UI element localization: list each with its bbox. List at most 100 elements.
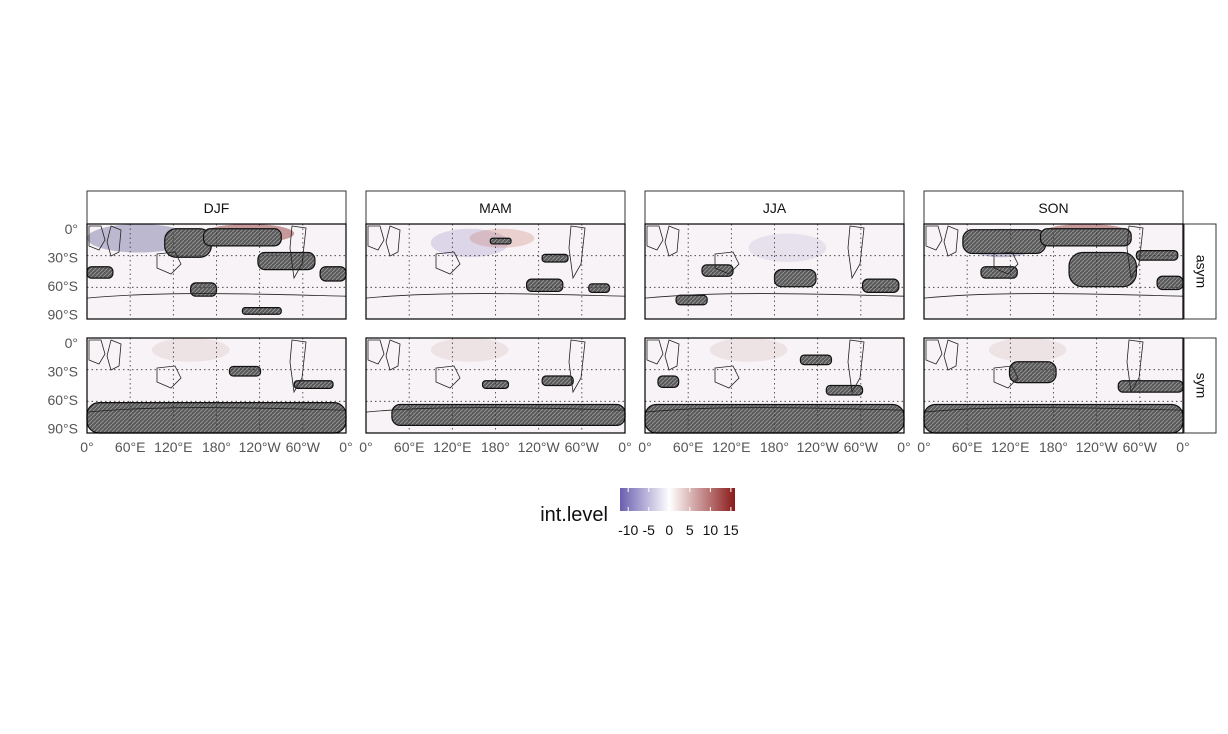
antarctic-coastline — [365, 407, 626, 413]
x-tick-label: 60°E — [394, 439, 425, 455]
coastline — [106, 339, 122, 371]
coastline — [646, 339, 664, 365]
coastline — [568, 339, 586, 394]
coastline — [847, 339, 865, 394]
significance-region — [489, 237, 512, 245]
x-tick-label: 180° — [760, 439, 789, 455]
y-tick-label: 0° — [65, 335, 78, 351]
coastline — [993, 251, 1019, 275]
x-tick-label: 180° — [481, 439, 510, 455]
coastline — [385, 339, 401, 371]
facet-strip-sym — [1183, 337, 1217, 434]
significance-region — [481, 380, 510, 389]
significance-region — [1117, 380, 1184, 393]
significance-region — [773, 269, 817, 288]
x-tick-label: 0° — [80, 439, 93, 455]
significance-region — [190, 282, 218, 297]
coastline — [847, 225, 865, 280]
anomaly-shading — [430, 338, 509, 362]
facet-label: sym — [1193, 373, 1209, 399]
antarctic-coastline — [86, 293, 347, 299]
x-tick-label: 60°W — [286, 439, 321, 455]
coastline — [289, 339, 307, 394]
anomaly-shading — [748, 233, 827, 262]
antarctic-coastline — [644, 293, 905, 299]
significance-region — [1068, 251, 1137, 288]
coastline — [385, 225, 401, 257]
x-tick-label: 0° — [897, 439, 910, 455]
x-tick-label: 120°W — [797, 439, 840, 455]
facet-label: DJF — [204, 200, 230, 216]
map-panel-son-asym — [923, 223, 1184, 320]
map-panel-mam-sym — [365, 337, 626, 434]
antarctic-coastline — [644, 407, 905, 413]
coastline — [714, 365, 740, 389]
map-panel-djf-asym — [86, 223, 347, 320]
significance-region — [1156, 275, 1184, 291]
significance-region — [825, 384, 864, 396]
significance-region — [86, 266, 114, 279]
y-tick-label: 60°S — [47, 392, 78, 408]
coastline — [943, 225, 959, 257]
panel-border — [644, 337, 905, 434]
coastline — [664, 225, 680, 257]
coastline — [289, 225, 307, 280]
x-tick-label: 0° — [917, 439, 930, 455]
coastline — [646, 225, 664, 251]
significance-region — [241, 307, 282, 315]
x-tick-label: 120°W — [239, 439, 282, 455]
significance-region — [701, 264, 734, 277]
coastline — [88, 225, 106, 251]
map-panel-djf-sym — [86, 337, 347, 434]
significance-region — [257, 251, 316, 271]
significance-region — [799, 354, 833, 366]
facet-strip-asym — [1183, 223, 1217, 320]
significance-region — [293, 380, 334, 389]
coastline — [156, 365, 182, 389]
anomaly-shading — [430, 228, 509, 258]
legend-title: int.level — [540, 504, 608, 526]
x-tick-label: 0° — [339, 439, 352, 455]
x-tick-label: 120°E — [154, 439, 192, 455]
antarctic-coastline — [365, 293, 626, 299]
coastline — [943, 339, 959, 371]
facet-strip-djf — [86, 190, 347, 225]
x-tick-label: 60°W — [565, 439, 600, 455]
significance-region — [202, 228, 282, 247]
x-tick-label: 60°E — [952, 439, 983, 455]
x-tick-label: 120°E — [433, 439, 471, 455]
x-tick-label: 0° — [1176, 439, 1189, 455]
antarctic-coastline — [923, 293, 1184, 299]
x-tick-label: 180° — [1039, 439, 1068, 455]
legend-colorbar — [620, 488, 735, 511]
facet-label: JJA — [763, 200, 787, 216]
x-tick-label: 60°E — [673, 439, 704, 455]
significance-region — [525, 278, 564, 293]
x-tick-label: 0° — [618, 439, 631, 455]
significance-region — [675, 294, 708, 306]
x-tick-label: 0° — [638, 439, 651, 455]
y-tick-label: 90°S — [47, 307, 78, 323]
x-tick-label: 180° — [202, 439, 231, 455]
anomaly-shading — [709, 338, 788, 362]
legend-tick-label: 10 — [703, 522, 719, 538]
y-tick-label: 90°S — [47, 421, 78, 437]
coastline — [88, 339, 106, 365]
coastline — [925, 225, 943, 251]
coastline — [156, 251, 182, 275]
y-tick-label: 0° — [65, 221, 78, 237]
coastline — [435, 251, 461, 275]
significance-region — [1039, 228, 1132, 247]
coastline — [435, 365, 461, 389]
x-tick-label: 120°W — [1076, 439, 1119, 455]
panel-border — [923, 223, 1184, 320]
coastline — [367, 339, 385, 365]
map-panel-jja-sym — [644, 337, 905, 434]
antarctic-coastline — [923, 407, 1184, 413]
coastline — [367, 225, 385, 251]
panel-border — [644, 223, 905, 320]
x-tick-label: 0° — [359, 439, 372, 455]
significance-region — [657, 375, 680, 388]
facet-strip-jja — [644, 190, 905, 225]
